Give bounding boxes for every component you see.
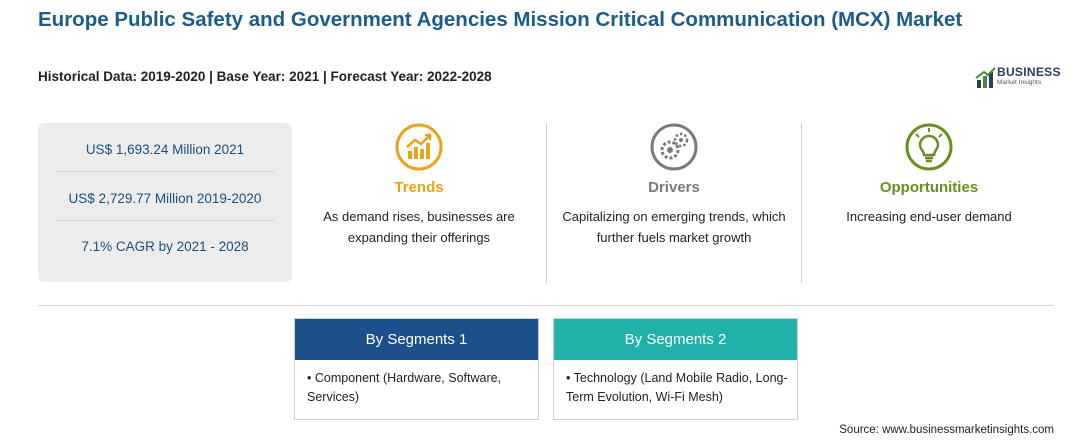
stat-market-size-2021: US$ 1,693.24 Million 2021 xyxy=(85,142,245,157)
page-subtitle: Historical Data: 2019-2020 | Base Year: … xyxy=(38,69,492,84)
segment-card-1: By Segments 1 • Component (Hardware, Sof… xyxy=(294,318,539,420)
segment-2-heading: By Segments 2 xyxy=(554,319,797,360)
stat-cagr: 7.1% CAGR by 2021 - 2028 xyxy=(81,239,249,254)
segment-1-item: • Component (Hardware, Software, Service… xyxy=(307,371,502,404)
lightbulb-icon xyxy=(905,123,953,171)
source-note: Source: www.businessmarketinsights.com xyxy=(839,424,1054,436)
logo-wordmark: BUSINESS xyxy=(997,65,1061,79)
drivers-column: Drivers Capitalizing on emerging trends,… xyxy=(547,123,801,283)
segment-1-heading: By Segments 1 xyxy=(295,319,538,360)
logo-icon xyxy=(975,67,996,88)
stat-market-size-historical: US$ 2,729.77 Million 2019-2020 xyxy=(68,191,262,206)
column-divider xyxy=(546,123,547,283)
segment-2-item: • Technology (Land Mobile Radio, Long-Te… xyxy=(566,371,788,404)
trends-text: As demand rises, businesses are expandin… xyxy=(323,209,515,245)
drivers-heading: Drivers xyxy=(648,179,700,196)
brand-logo: BUSINESS Market Insights xyxy=(975,64,1065,92)
segment-1-bullet: Component (Hardware, Software, Services) xyxy=(307,371,502,404)
segment-card-2: By Segments 2 • Technology (Land Mobile … xyxy=(553,318,798,420)
section-divider xyxy=(38,305,1054,306)
column-divider xyxy=(801,123,802,283)
drivers-text: Capitalizing on emerging trends, which f… xyxy=(562,209,786,245)
opportunities-text: Increasing end-user demand xyxy=(846,209,1012,224)
segment-2-bullet: Technology (Land Mobile Radio, Long-Term… xyxy=(566,371,788,404)
market-stats-panel: US$ 1,693.24 Million 2021 US$ 2,729.77 M… xyxy=(38,123,292,282)
gears-icon xyxy=(650,123,698,171)
logo-tagline: Market Insights xyxy=(997,79,1042,86)
trend-chart-icon xyxy=(395,123,443,171)
trends-column: Trends As demand rises, businesses are e… xyxy=(292,123,546,283)
page-title: Europe Public Safety and Government Agen… xyxy=(38,8,963,31)
opportunities-column: Opportunities Increasing end-user demand xyxy=(802,123,1056,283)
opportunities-heading: Opportunities xyxy=(879,179,979,196)
stat-divider xyxy=(56,220,274,221)
trends-heading: Trends xyxy=(394,179,444,196)
stat-divider xyxy=(56,171,274,172)
